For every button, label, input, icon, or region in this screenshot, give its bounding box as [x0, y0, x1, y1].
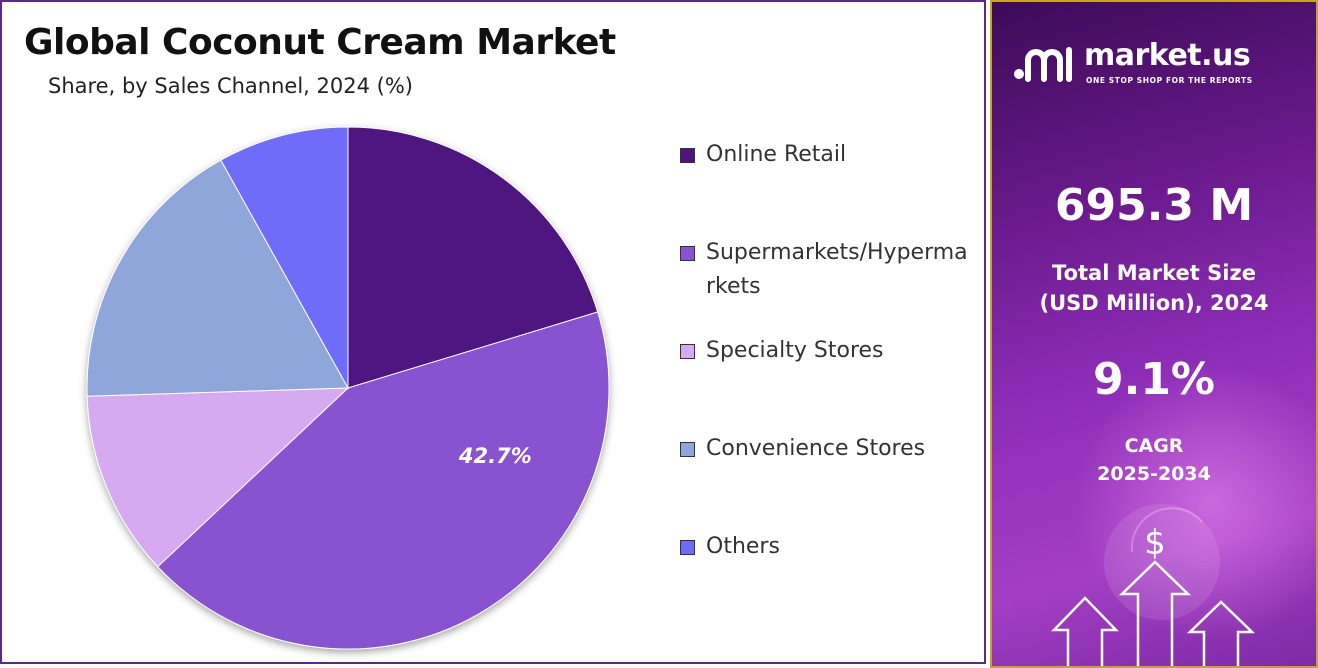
legend-swatch	[680, 442, 695, 457]
chart-panel: Global Coconut Cream Market Share, by Sa…	[0, 0, 986, 664]
pie-slice-supermarkets-hypermarkets	[157, 311, 610, 650]
legend-label: Specialty Stores	[706, 338, 884, 363]
legend-swatch	[680, 148, 695, 163]
pie-slice-online-retail	[347, 126, 599, 389]
dollar-symbol: $	[1144, 523, 1166, 563]
legend-label: Supermarkets/Hypermarkets	[706, 240, 968, 299]
legend-label: Online Retail	[706, 142, 847, 167]
legend-label: Others	[706, 534, 780, 559]
pie-slice-others	[220, 126, 349, 390]
pie-slice-specialty-stores	[86, 387, 350, 568]
growth-arrows-icon: $	[1051, 504, 1256, 666]
chart-title: Global Coconut Cream Market	[24, 22, 616, 63]
chart-subtitle: Share, by Sales Channel, 2024 (%)	[48, 74, 413, 98]
cagr-label-line1: CAGR	[1124, 435, 1184, 457]
pie-slice-convenience-stores	[86, 159, 349, 397]
cagr-value: 9.1%	[1092, 354, 1216, 405]
brand-tagline: ONE STOP SHOP FOR THE REPORTS	[1086, 76, 1253, 85]
market-size-label-line1: Total Market Size	[1052, 261, 1256, 285]
pie-slices	[86, 126, 610, 650]
market-size-label-line2: (USD Million), 2024	[1039, 291, 1269, 315]
pie-data-label: 42.7%	[458, 444, 532, 468]
market-us-logo-icon	[1014, 47, 1072, 82]
summary-sidebar: market.us ONE STOP SHOP FOR THE REPORTS …	[990, 0, 1318, 668]
pie-chart: 42.7%	[86, 126, 610, 650]
legend-swatch	[680, 246, 695, 261]
market-size-value: 695.3 M	[1054, 180, 1254, 231]
legend-swatch	[680, 344, 695, 359]
background-glow	[1072, 362, 1316, 642]
brand-name: market.us	[1084, 38, 1251, 73]
legend-label: Convenience Stores	[706, 436, 926, 461]
legend-swatch	[680, 540, 695, 555]
cagr-label-line2: 2025-2034	[1097, 463, 1211, 485]
